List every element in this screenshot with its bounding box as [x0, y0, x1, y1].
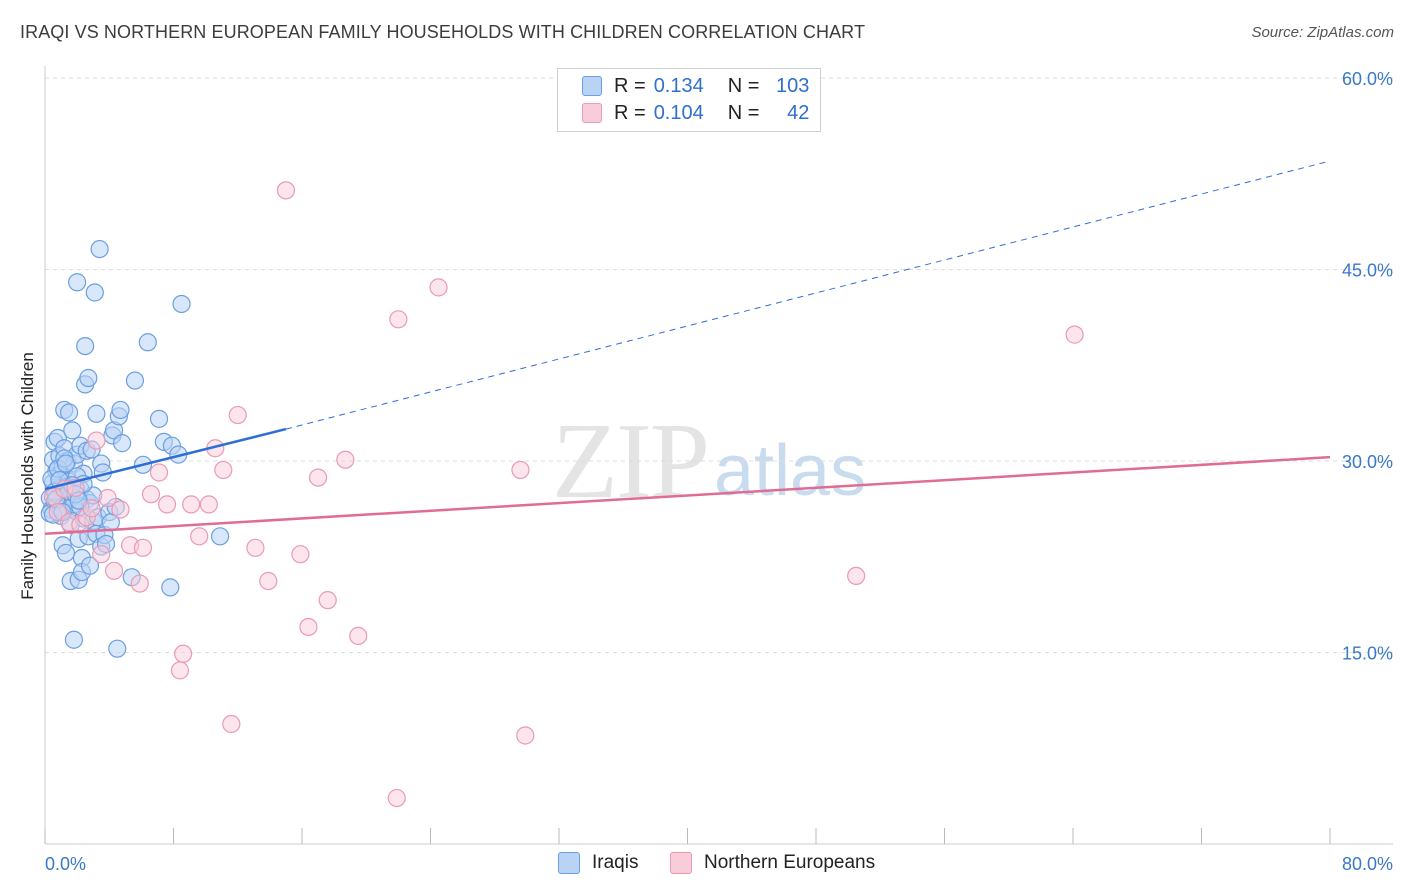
axes [44, 66, 1393, 845]
northern-europeans-points [43, 181, 1084, 808]
iraqis-points [40, 239, 230, 658]
northern-europeans-legend-swatch [670, 852, 692, 874]
correlation-legend: R = 0.134 N = 103 R = 0.104 N = 42 [557, 68, 821, 132]
iraqis-point [68, 273, 87, 292]
iraqis-point [125, 371, 145, 390]
iraqis-point [79, 368, 98, 388]
northern-europeans-point [174, 644, 193, 663]
iraqis-point [112, 434, 132, 453]
iraqis-point [210, 527, 230, 546]
northern-europeans-point [387, 788, 406, 808]
x-tick-label-min: 0.0% [45, 854, 86, 874]
legend-n-value: 42 [787, 101, 810, 124]
trend-lines [44, 160, 1331, 536]
northern-europeans-point [170, 661, 190, 680]
chart-source: Source: ZipAtlas.com [1251, 24, 1394, 41]
northern-europeans-point [259, 571, 278, 591]
northern-europeans-point [149, 463, 169, 482]
legend-row-northern-europeans: R = 0.104 N = 42 [582, 101, 809, 125]
northern-europeans-point [87, 431, 106, 450]
x-tick-label-max: 80.0% [1342, 854, 1393, 874]
legend-n-label: N = [727, 101, 760, 124]
northern-europeans-swatch [582, 103, 602, 123]
northern-europeans-point [130, 574, 149, 593]
iraqis-legend-swatch [558, 852, 580, 874]
legend-r-label: R = [614, 101, 646, 124]
northern-europeans-point [214, 460, 233, 480]
legend-n-label: N = [727, 74, 760, 97]
northern-europeans-point [516, 726, 535, 745]
northern-europeans-point [141, 485, 161, 504]
northern-europeans-point [276, 181, 296, 200]
iraqis-legend-label: Iraqis [592, 852, 639, 873]
northern-europeans-point [429, 278, 448, 297]
iraqis-trend-extension [285, 160, 1331, 430]
iraqis-point [161, 578, 180, 597]
iraqis-point [56, 454, 75, 473]
iraqis-trend-line [44, 427, 287, 491]
legend-row-iraqis: R = 0.134 N = 103 [582, 74, 809, 98]
northern-europeans-point [1065, 325, 1084, 344]
iraqis-point [85, 283, 104, 302]
y-tick-label: 30.0% [1342, 452, 1393, 472]
y-tick-label: 45.0% [1342, 261, 1393, 281]
northern-europeans-point [299, 617, 318, 637]
northern-europeans-point [318, 591, 337, 610]
bottom-legend-northern-europeans[interactable]: Northern Europeans [670, 852, 875, 874]
legend-n-value: 103 [776, 74, 810, 97]
iraqis-point [172, 294, 191, 314]
legend-r-value: 0.104 [653, 101, 704, 124]
iraqis-point [59, 403, 79, 422]
northern-europeans-point [48, 502, 67, 522]
northern-europeans-point [182, 495, 201, 514]
iraqis-point [138, 333, 157, 352]
northern-europeans-legend-label: Northern Europeans [704, 852, 876, 873]
bottom-legend-iraqis[interactable]: Iraqis [558, 852, 638, 874]
northern-europeans-point [104, 561, 124, 580]
watermark-atlas: atlas [714, 431, 867, 511]
chart-title: IRAQI VS NORTHERN EUROPEAN FAMILY HOUSEH… [20, 22, 866, 42]
iraqis-point [90, 239, 109, 259]
grid-lines [45, 77, 1393, 653]
iraqis-point [111, 400, 130, 420]
iraqis-point [80, 556, 100, 575]
iraqis-point [76, 337, 95, 356]
northern-europeans-point [98, 488, 117, 508]
northern-europeans-point [157, 495, 177, 514]
northern-europeans-point [291, 545, 310, 564]
legend-r-label: R = [614, 74, 646, 97]
legend-r-value: 0.134 [653, 74, 704, 97]
northern-europeans-point [336, 450, 355, 469]
iraqis-swatch [582, 76, 602, 96]
northern-europeans-point [222, 714, 241, 734]
iraqis-point [149, 409, 169, 428]
iraqis-point [64, 630, 84, 649]
northern-europeans-point [82, 499, 101, 518]
northern-europeans-point [511, 460, 530, 480]
northern-europeans-point [308, 468, 328, 487]
iraqis-point [108, 639, 127, 658]
northern-europeans-point [847, 566, 866, 586]
northern-europeans-point [389, 310, 408, 329]
northern-europeans-point [349, 626, 368, 646]
northern-europeans-point [228, 405, 247, 425]
y-tick-label: 60.0% [1342, 69, 1393, 89]
y-axis-title: Family Households with Children [18, 352, 37, 600]
northern-europeans-point [111, 500, 130, 519]
northern-europeans-trend-line [44, 455, 1331, 536]
iraqis-point [63, 421, 82, 440]
northern-europeans-point [199, 495, 218, 514]
northern-europeans-point [246, 538, 265, 557]
axis-labels: 15.0% 30.0% 45.0% 60.0% 0.0% 80.0% Family Hous… [18, 69, 1393, 874]
iraqis-point [56, 543, 75, 563]
northern-europeans-point [133, 538, 153, 557]
northern-europeans-point [92, 545, 111, 564]
y-tick-label: 15.0% [1342, 644, 1393, 664]
northern-europeans-point [190, 527, 209, 546]
iraqis-point [87, 404, 106, 423]
